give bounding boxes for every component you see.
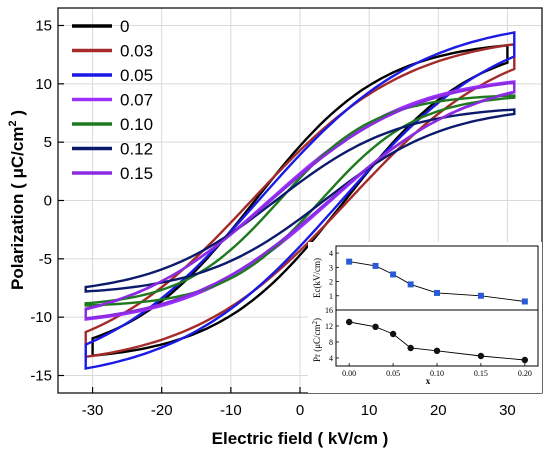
y-axis-label-prefix: Polarization (: [8, 179, 27, 290]
inset-background: [308, 242, 542, 393]
y-axis-label-suffix: ): [8, 110, 27, 120]
y-axis-label-sup: 2: [7, 120, 19, 126]
x-tick-label: 30: [499, 402, 516, 419]
inset-x-tick-label: 0.10: [430, 369, 444, 378]
legend-label-0.15: 0.15: [120, 164, 153, 183]
legend-label-0.10: 0.10: [120, 115, 153, 134]
inset-pr-ylabel-sup: 2: [311, 320, 319, 324]
inset-y-tick-label: 16: [325, 306, 333, 315]
inset-y-tick-label: 3: [329, 263, 333, 272]
main-x-ticks: -30 -20 -10 0 10 20 30: [82, 387, 516, 419]
y-tick-label: -5: [39, 251, 52, 268]
inset-pr-plot: 4 8 12 16 0.00 0.05 0.10 0.15 0.20: [325, 306, 532, 378]
inset-x-tick-label: 0.15: [474, 369, 488, 378]
legend-label-0: 0: [120, 17, 129, 36]
legend-label-0.12: 0.12: [120, 140, 153, 159]
inset-y-tick-label: 8: [329, 338, 333, 347]
inset-x-label: x: [426, 376, 431, 386]
main-y-ticks: -15 -10 -5 0 5 10 15: [30, 18, 64, 385]
inset-ec-ylabel: Ec(kV/cm): [312, 258, 322, 298]
loop-0.10: [84, 94, 516, 307]
inset-pr-ylabel-suffix: ): [312, 318, 322, 321]
x-tick-label: -20: [151, 402, 173, 419]
legend-label-0.05: 0.05: [120, 66, 153, 85]
inset-marker-square: [372, 262, 379, 269]
inset-y-tick-label: 2: [329, 278, 333, 287]
x-tick-label: -10: [220, 402, 242, 419]
inset-marker-square: [407, 281, 414, 288]
inset-marker-square: [434, 289, 440, 296]
x-axis-label: Electric field ( kV/cm ): [212, 429, 389, 448]
legend-label-0.07: 0.07: [120, 91, 153, 110]
inset-pr-frame: [335, 309, 539, 367]
legend: 0 0.03 0.05 0.07 0.10 0.12 0.15: [72, 17, 153, 183]
loop-0.12: [84, 108, 516, 293]
inset-marker-circle: [372, 323, 379, 330]
inset-ec-plot: 1 2 3 4: [329, 249, 528, 305]
inset-marker-square: [477, 292, 484, 299]
x-tick-label: 0: [296, 402, 304, 419]
inset-x-tick-label: 0.00: [342, 369, 356, 378]
inset-x-tick-label: 0.05: [386, 369, 400, 378]
y-tick-label: 0: [44, 193, 52, 210]
inset-pr-ylabel-prefix: Pr (μC/cm: [312, 324, 322, 362]
inset-marker-circle: [433, 347, 441, 354]
legend-label-0.03: 0.03: [120, 42, 153, 61]
loop-0.15: [84, 81, 516, 320]
x-tick-label: -30: [82, 402, 104, 419]
x-tick-label: 20: [430, 402, 447, 419]
y-axis-label-mu: μ: [8, 168, 27, 178]
y-tick-label: 5: [44, 134, 52, 151]
y-tick-label: -15: [30, 368, 52, 385]
inset-marker-circle: [389, 330, 397, 338]
inset-x-tick-label: 0.20: [518, 369, 532, 378]
inset-marker-square: [390, 271, 397, 278]
y-axis-label-unit: C/cm: [8, 127, 27, 169]
inset-marker-square: [521, 298, 528, 305]
inset-pr-ylabel: Pr (μC/cm2): [311, 318, 322, 362]
inset-marker-circle: [477, 352, 485, 360]
inset-y-tick-label: 1: [329, 292, 333, 301]
y-axis-label: Polarization ( μC/cm2 ): [7, 110, 27, 290]
x-tick-label: 10: [361, 402, 378, 419]
inset-y-tick-label: 4: [329, 354, 333, 363]
inset-marker-circle: [407, 344, 414, 352]
y-tick-label: -10: [30, 309, 52, 326]
inset-marker-circle: [345, 318, 353, 326]
inset-marker-square: [346, 258, 353, 265]
inset-y-tick-label: 4: [329, 249, 333, 258]
inset-marker-circle: [521, 356, 529, 364]
hysteresis-loops: [84, 31, 516, 370]
y-tick-label: 15: [35, 18, 52, 35]
y-tick-label: 10: [35, 76, 52, 93]
inset-y-tick-label: 12: [325, 322, 333, 331]
